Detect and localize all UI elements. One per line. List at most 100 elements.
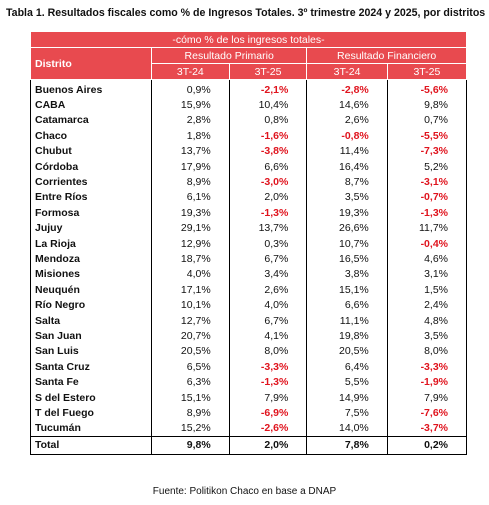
table-row: Chaco 1,8% -1,6% -0,8% -5,5% <box>30 128 468 144</box>
value-cell: 14,6% <box>306 97 388 113</box>
value-cell: 6,1% <box>151 189 230 206</box>
value-cell: 19,8% <box>306 328 388 344</box>
value-cell: 19,3% <box>306 205 388 221</box>
value-cell: 12,7% <box>151 312 230 329</box>
value-cell: 7,9% <box>228 389 308 406</box>
table-title: Tabla 1. Resultados fiscales como % de I… <box>6 7 486 19</box>
value-cell: 8,7% <box>306 174 388 190</box>
district-cell: San Juan <box>30 328 152 344</box>
value-cell: 7,5% <box>306 405 388 421</box>
value-cell: 4,0% <box>151 266 230 283</box>
district-cell: S del Estero <box>30 389 152 406</box>
value-cell: 15,1% <box>306 282 388 298</box>
value-cell: 19,3% <box>151 205 230 221</box>
value-cell: 15,2% <box>151 420 230 437</box>
value-cell: -3,8% <box>228 143 308 159</box>
group-header: Resultado Financiero <box>306 47 467 64</box>
table-row: Santa Fe 6,3% -1,3% 5,5% -1,9% <box>30 374 468 390</box>
district-cell: Santa Fe <box>30 374 152 390</box>
value-cell: 11,4% <box>306 143 388 159</box>
table-row: Corrientes 8,9% -3,0% 8,7% -3,1% <box>30 174 468 190</box>
district-cell: Catamarca <box>30 112 152 129</box>
table-row: Salta 12,7% 6,7% 11,1% 4,8% <box>30 312 468 329</box>
district-cell: Entre Ríos <box>30 189 152 206</box>
value-cell: 1,8% <box>151 128 230 144</box>
district-cell: Río Negro <box>30 297 152 313</box>
district-cell: San Luis <box>30 343 152 360</box>
value-cell: 6,6% <box>306 297 388 313</box>
value-cell: 16,4% <box>306 158 388 175</box>
value-cell: 16,5% <box>306 251 388 267</box>
value-cell: 6,3% <box>151 374 230 390</box>
group-header: Resultado Primario <box>150 47 308 64</box>
table-row: Jujuy 29,1% 13,7% 26,6% 11,7% <box>30 220 468 236</box>
value-cell: -5,6% <box>386 79 468 98</box>
value-cell: 8,0% <box>386 343 468 360</box>
value-cell: -6,9% <box>228 405 308 421</box>
value-cell: 2,0% <box>228 435 308 455</box>
district-cell: Chaco <box>30 128 152 144</box>
table-row: Buenos Aires 0,9% -2,1% -2,8% -5,6% <box>30 79 468 98</box>
value-cell: 13,7% <box>151 143 230 159</box>
value-cell: 1,5% <box>386 282 468 298</box>
value-cell: 8,0% <box>228 343 308 360</box>
value-cell: -2,8% <box>306 79 388 98</box>
value-cell: 10,7% <box>306 235 388 252</box>
value-cell: 6,5% <box>151 359 230 375</box>
district-cell: Jujuy <box>30 220 152 236</box>
value-cell: -3,0% <box>228 174 308 190</box>
value-cell: 15,9% <box>151 97 230 113</box>
district-cell: Santa Cruz <box>30 359 152 375</box>
value-cell: 2,6% <box>228 282 308 298</box>
district-cell: Mendoza <box>30 251 152 267</box>
value-cell: 0,8% <box>228 112 308 129</box>
table-row: Córdoba 17,9% 6,6% 16,4% 5,2% <box>30 158 468 175</box>
district-cell: Misiones <box>30 266 152 283</box>
value-cell: 17,9% <box>151 158 230 175</box>
table-row: CABA 15,9% 10,4% 14,6% 9,8% <box>30 97 468 113</box>
value-cell: 2,0% <box>228 189 308 206</box>
district-cell: Total <box>30 435 152 455</box>
table-row: Mendoza 18,7% 6,7% 16,5% 4,6% <box>30 251 468 267</box>
district-cell: Buenos Aires <box>30 79 152 98</box>
value-cell: -1,3% <box>228 205 308 221</box>
table-row: Neuquén 17,1% 2,6% 15,1% 1,5% <box>30 282 468 298</box>
value-cell: 9,8% <box>151 435 230 455</box>
table-row: S del Estero 15,1% 7,9% 14,9% 7,9% <box>30 389 468 406</box>
value-cell: 9,8% <box>386 97 468 113</box>
district-cell: Corrientes <box>30 174 152 190</box>
value-cell: 13,7% <box>228 220 308 236</box>
table-row: Total 9,8% 2,0% 7,8% 0,2% <box>30 435 468 455</box>
district-cell: La Rioja <box>30 235 152 252</box>
value-cell: 6,7% <box>228 312 308 329</box>
value-cell: -1,3% <box>386 205 468 221</box>
value-cell: 6,4% <box>306 359 388 375</box>
value-cell: 4,1% <box>228 328 308 344</box>
district-cell: Tucumán <box>30 420 152 437</box>
value-cell: 4,6% <box>386 251 468 267</box>
value-cell: 0,7% <box>386 112 468 129</box>
value-cell: 5,2% <box>386 158 468 175</box>
value-cell: 7,9% <box>386 389 468 406</box>
value-cell: 14,0% <box>306 420 388 437</box>
district-cell: T del Fuego <box>30 405 152 421</box>
source-note: Fuente: Politikon Chaco en base a DNAP <box>152 486 337 497</box>
value-cell: 3,5% <box>386 328 468 344</box>
table-row: Formosa 19,3% -1,3% 19,3% -1,3% <box>30 205 468 221</box>
value-cell: 26,6% <box>306 220 388 236</box>
district-cell: Chubut <box>30 143 152 159</box>
value-cell: -2,1% <box>228 79 308 98</box>
value-cell: -1,6% <box>228 128 308 144</box>
table-row: Santa Cruz 6,5% -3,3% 6,4% -3,3% <box>30 359 468 375</box>
value-cell: 6,7% <box>228 251 308 267</box>
period-header: 3T-24 <box>306 63 388 80</box>
table-row: Entre Ríos 6,1% 2,0% 3,5% -0,7% <box>30 189 468 206</box>
value-cell: -1,9% <box>386 374 468 390</box>
value-cell: -7,6% <box>386 405 468 421</box>
table-row: San Luis 20,5% 8,0% 20,5% 8,0% <box>30 343 468 360</box>
value-cell: 4,8% <box>386 312 468 329</box>
table-row: Tucumán 15,2% -2,6% 14,0% -3,7% <box>30 420 468 437</box>
value-cell: -0,7% <box>386 189 468 206</box>
period-header: 3T-24 <box>151 63 230 80</box>
period-header: 3T-25 <box>228 63 308 80</box>
